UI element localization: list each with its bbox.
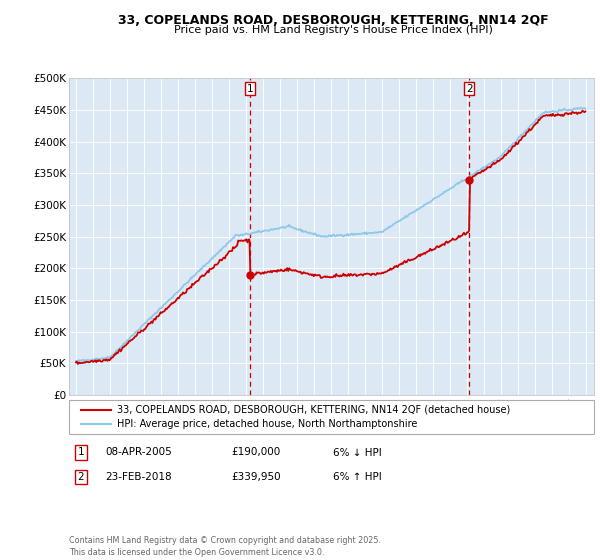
- Text: 33, COPELANDS ROAD, DESBOROUGH, KETTERING, NN14 2QF (detached house): 33, COPELANDS ROAD, DESBOROUGH, KETTERIN…: [117, 405, 510, 415]
- Text: 1: 1: [77, 447, 85, 458]
- Text: £339,950: £339,950: [231, 472, 281, 482]
- Text: Price paid vs. HM Land Registry's House Price Index (HPI): Price paid vs. HM Land Registry's House …: [173, 25, 493, 35]
- Text: 2: 2: [466, 83, 472, 94]
- Text: 2: 2: [77, 472, 85, 482]
- Text: 6% ↑ HPI: 6% ↑ HPI: [333, 472, 382, 482]
- Text: 6% ↓ HPI: 6% ↓ HPI: [333, 447, 382, 458]
- Text: 33, COPELANDS ROAD, DESBOROUGH, KETTERING, NN14 2QF: 33, COPELANDS ROAD, DESBOROUGH, KETTERIN…: [118, 14, 548, 27]
- Text: HPI: Average price, detached house, North Northamptonshire: HPI: Average price, detached house, Nort…: [117, 419, 418, 430]
- Text: 08-APR-2005: 08-APR-2005: [105, 447, 172, 458]
- Text: Contains HM Land Registry data © Crown copyright and database right 2025.
This d: Contains HM Land Registry data © Crown c…: [69, 536, 381, 557]
- Text: 23-FEB-2018: 23-FEB-2018: [105, 472, 172, 482]
- Text: £190,000: £190,000: [231, 447, 280, 458]
- Text: 1: 1: [247, 83, 254, 94]
